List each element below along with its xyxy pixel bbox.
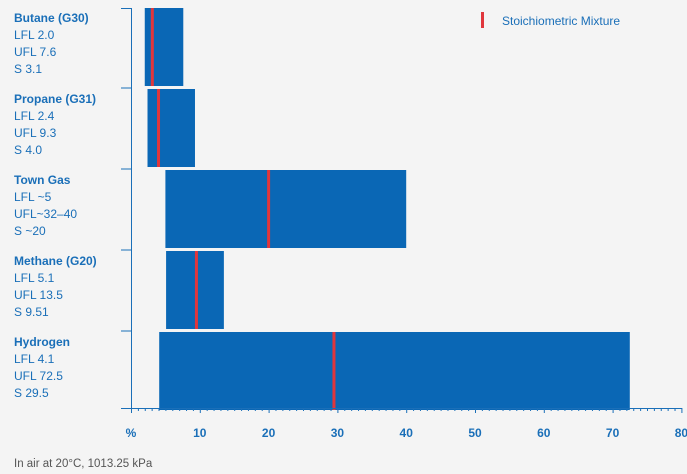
x-tick-label: 30 — [331, 426, 345, 440]
range-bar — [159, 332, 630, 410]
gas-value-line: S 29.5 — [14, 386, 49, 400]
gas-value-line: UFL 72.5 — [14, 369, 63, 383]
gas-value-line: UFL 13.5 — [14, 288, 63, 302]
gas-value-line: LFL ~5 — [14, 190, 52, 204]
legend: Stoichiometric Mixture — [481, 12, 620, 28]
gas-value-line: UFL 7.6 — [14, 45, 57, 59]
stoich-marker — [332, 332, 336, 410]
gas-value-line: UFL~32–40 — [14, 207, 77, 221]
x-tick-label: 70 — [606, 426, 620, 440]
stoich-marker — [194, 251, 198, 329]
gas-value-line: S 4.0 — [14, 143, 42, 157]
range-bar — [165, 170, 407, 248]
x-tick-label: 60 — [537, 426, 551, 440]
gas-value-line: LFL 4.1 — [14, 352, 55, 366]
stoich-marker — [150, 8, 154, 86]
gas-name: Methane (G20) — [14, 254, 97, 268]
x-tick-label: 20 — [262, 426, 276, 440]
footnote: In air at 20°C, 1013.25 kPa — [14, 458, 153, 470]
legend-label: Stoichiometric Mixture — [502, 14, 620, 28]
range-bar — [144, 8, 184, 86]
gas-name: Butane (G30) — [14, 11, 89, 25]
x-tick-label: 50 — [468, 426, 482, 440]
gas-labels: Butane (G30) LFL 2.0 UFL 7.6 S 3.1 Propane (… — [14, 11, 97, 400]
gas-value-line: LFL 2.4 — [14, 109, 55, 123]
gas-value-line: UFL 9.3 — [14, 126, 57, 140]
axes: % 10 20 30 40 50 60 70 80 — [121, 8, 687, 440]
gas-value-line: LFL 2.0 — [14, 28, 55, 42]
x-unit-label: % — [126, 426, 137, 440]
x-tick-label: 80 — [675, 426, 687, 440]
range-bar — [147, 89, 195, 167]
x-tick-label: 40 — [400, 426, 414, 440]
range-bars — [144, 8, 630, 410]
gas-name: Hydrogen — [14, 335, 70, 349]
gas-name: Propane (G31) — [14, 92, 96, 106]
gas-value-line: S ~20 — [14, 224, 46, 238]
gas-value-line: S 9.51 — [14, 305, 49, 319]
gas-value-line: LFL 5.1 — [14, 271, 55, 285]
stoich-marker — [267, 170, 271, 248]
x-tick-label: 10 — [193, 426, 207, 440]
legend-marker — [481, 12, 484, 28]
stoich-marker — [157, 89, 161, 167]
gas-value-line: S 3.1 — [14, 62, 42, 76]
gas-name: Town Gas — [14, 173, 71, 187]
